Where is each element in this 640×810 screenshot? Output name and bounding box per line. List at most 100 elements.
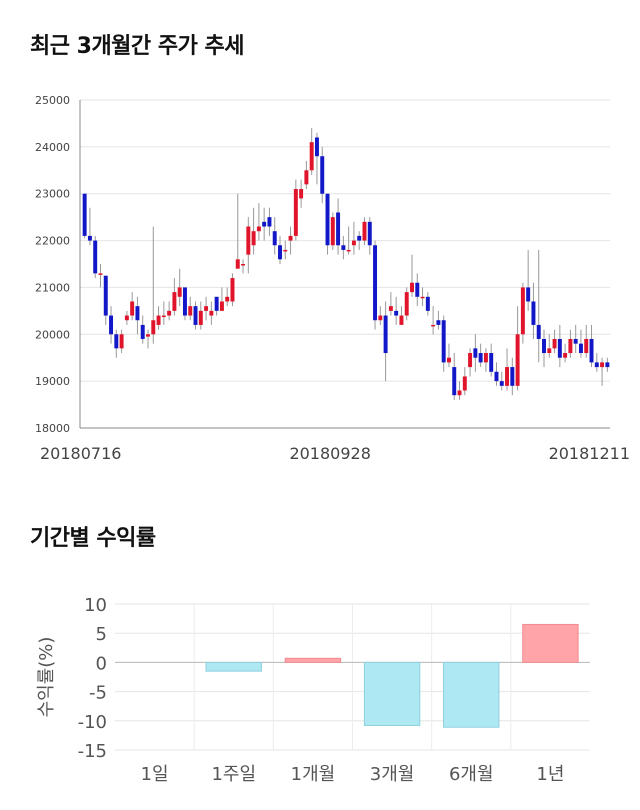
candle-down [325, 193, 330, 246]
candle-up [584, 338, 589, 354]
candle-y-tick-label: 22000 [35, 235, 70, 248]
candle-up [156, 315, 161, 325]
candle-up [198, 310, 203, 325]
candle-down [510, 367, 515, 386]
bar-x-tick-label: 3개월 [370, 764, 415, 785]
candle-up [362, 221, 367, 241]
candle-up [431, 324, 436, 327]
bar-y-tick-label: -5 [89, 683, 107, 704]
candle-up [547, 348, 552, 354]
candle-up [151, 320, 156, 335]
candle-down [320, 156, 325, 194]
candle-up [520, 287, 525, 335]
period-return-title: 기간별 수익률 [30, 526, 156, 551]
candle-up [568, 338, 573, 354]
candle-up [288, 235, 293, 241]
candle-up [225, 296, 230, 302]
return-bar-chart: 10 5 0 -5 -10 -15 1일 1주일 1개월 3개월 6개월 1년 수익률(%) [36, 595, 590, 785]
candle-up [346, 249, 351, 252]
candle-down [367, 221, 372, 246]
candle-up [410, 282, 414, 293]
candlestick-chart: 25000 24000 23000 22000 21000 20000 19000 18000… [35, 94, 630, 463]
candle-down [341, 245, 346, 250]
candle-down [425, 296, 430, 311]
stock-trend-title: 최근 3개월간 주가 추세 [30, 34, 244, 59]
candle-down [278, 245, 282, 260]
candle-up [457, 390, 462, 396]
candle-down [578, 343, 583, 354]
bar-x-tick-label: 1일 [141, 764, 169, 785]
return-bar [205, 661, 262, 672]
candle-down [109, 315, 114, 335]
return-bar [522, 623, 579, 663]
candle-down [214, 296, 219, 311]
candle-y-tick-label: 25000 [35, 94, 70, 107]
candle-down [478, 353, 483, 363]
candle-up [124, 315, 129, 321]
candle-up [241, 264, 246, 266]
candle-up [98, 273, 103, 275]
candle-down [140, 324, 145, 339]
candle-down [557, 338, 562, 358]
bar-x-tick-label: 6개월 [449, 764, 494, 785]
return-bar [363, 661, 421, 726]
candle-up [515, 334, 520, 386]
candle-down [314, 137, 319, 157]
candle-up [256, 226, 261, 232]
candle-up [351, 240, 356, 246]
candle-down [373, 245, 378, 321]
bar-x-tick-label: 1개월 [291, 764, 336, 785]
candle-down [272, 231, 277, 246]
return-bar [443, 661, 500, 728]
candle-down [441, 320, 446, 363]
candle-up [246, 226, 251, 255]
candle-down [182, 287, 187, 316]
candle-down [536, 324, 541, 339]
candle-down [489, 353, 494, 372]
candle-down [415, 282, 420, 297]
candle-up [404, 292, 409, 316]
candle-up [420, 296, 425, 299]
candle-up [468, 353, 473, 368]
candle-down [336, 212, 341, 246]
candle-down [193, 306, 198, 325]
candle-down [494, 371, 499, 382]
candle-y-tick-label: 20000 [35, 328, 70, 341]
candle-y-tick-label: 23000 [35, 188, 70, 201]
candle-up [462, 376, 467, 391]
candle-up [204, 306, 209, 311]
candle-up [188, 306, 193, 316]
bar-y-tick-label: -15 [78, 741, 107, 762]
candle-up [119, 334, 124, 349]
return-bar [284, 657, 342, 663]
candle-down [573, 338, 578, 344]
candle-up [177, 287, 182, 297]
candle-down [383, 315, 388, 354]
bar-x-tick-label: 1년 [536, 764, 564, 785]
candle-down [531, 301, 536, 325]
candle-up [251, 231, 256, 246]
candle-down [357, 235, 362, 241]
candle-up [230, 278, 235, 302]
candle-down [542, 338, 546, 354]
candle-up [219, 301, 224, 311]
candle-down [589, 338, 594, 363]
candle-y-tick-label: 24000 [35, 141, 70, 154]
candle-y-tick-label: 19000 [35, 375, 70, 388]
candle-down [594, 362, 599, 368]
candle-down [605, 362, 610, 368]
candle-down [267, 217, 272, 227]
candle-up [330, 217, 335, 246]
candle-up [483, 353, 488, 363]
candle-up [563, 353, 568, 358]
candle-down [114, 334, 119, 349]
candle-up [304, 170, 309, 185]
candle-down [452, 367, 457, 396]
candle-down [82, 193, 87, 236]
candle-up [167, 310, 172, 316]
candle-up [505, 367, 510, 386]
candle-down [93, 240, 98, 274]
candle-up [293, 189, 298, 236]
candle-up [146, 334, 150, 337]
bar-y-axis-label: 수익률(%) [36, 637, 57, 718]
